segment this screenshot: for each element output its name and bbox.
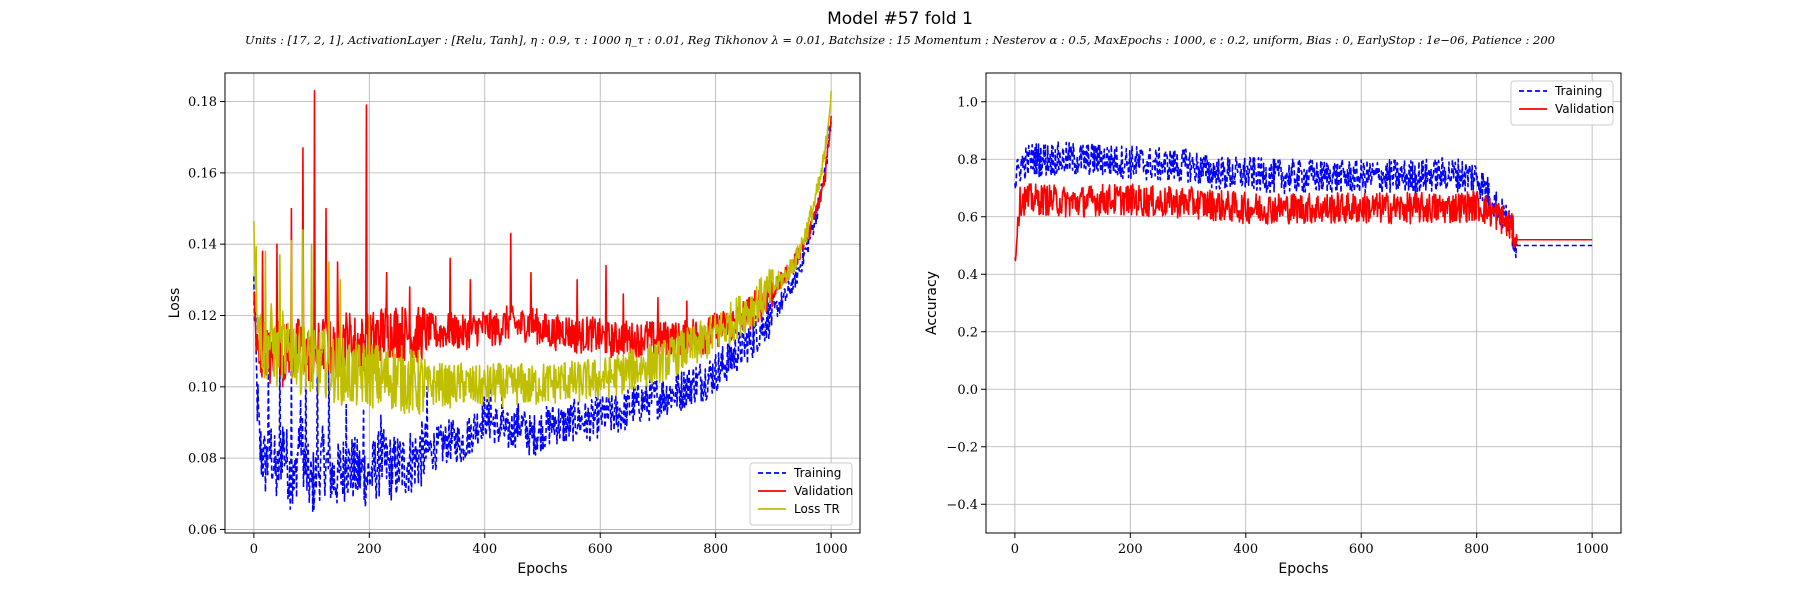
x-axis-label: Epochs [517, 561, 567, 577]
series-line-validation [1014, 183, 1593, 262]
series-group [253, 90, 832, 513]
y-tick-label: 0.06 [188, 523, 217, 538]
y-tick-label: 1.0 [957, 95, 978, 110]
legend-label: Validation [1555, 102, 1614, 116]
y-tick-label: 0.6 [957, 210, 978, 225]
y-tick-label: −0.2 [946, 440, 978, 455]
x-tick-label: 600 [588, 542, 613, 557]
grid [986, 73, 1621, 533]
y-axis-label: Loss [167, 288, 183, 319]
y-tick-label: 0.14 [188, 238, 217, 253]
legend: Training Validation Loss TR [749, 462, 853, 526]
y-axis-label: Accuracy [924, 271, 940, 335]
legend-label: Validation [794, 484, 853, 498]
x-tick-label: 600 [1349, 542, 1374, 557]
x-tick-label: 400 [472, 542, 497, 557]
figure-subtitle: Units : [17, 2, 1], ActivationLayer : [R… [245, 33, 1555, 47]
legend: Training Validation [1510, 80, 1614, 126]
legend-label: Training [1554, 84, 1602, 98]
y-tick-label: 0.16 [188, 166, 217, 181]
x-tick-label: 200 [357, 542, 382, 557]
accuracy-plot: 0 200 400 600 800 1000 −0.4 −0.2 0.0 0.2 0.4 0.6 0.8… [924, 72, 1622, 577]
x-tick-label: 0 [250, 542, 258, 557]
loss-plot: 0 200 400 600 800 1000 0.06 0.08 0.10 0.12 0.14 0.1… [167, 72, 861, 577]
figure-title: Model #57 fold 1 [827, 9, 973, 29]
y-tick-label: 0.10 [188, 380, 217, 395]
series-group [1014, 141, 1593, 262]
legend-label: Training [793, 466, 841, 480]
plot-frame [224, 72, 861, 534]
series-line-loss-tr [253, 90, 832, 415]
x-tick-label: 1000 [815, 542, 848, 557]
x-tick-label: 400 [1233, 542, 1258, 557]
y-tick-label: 0.8 [957, 153, 978, 168]
series-line-training [253, 119, 832, 513]
y-tick-label: 0.18 [188, 95, 217, 110]
y-tick-label: 0.4 [957, 268, 978, 283]
x-tick-label: 800 [1464, 542, 1489, 557]
y-tick-label: 0.08 [188, 452, 217, 467]
x-tick-label: 0 [1011, 542, 1019, 557]
y-tick-label: 0.12 [188, 309, 217, 324]
plot-frame [985, 72, 1622, 534]
x-tick-label: 200 [1118, 542, 1143, 557]
x-tick-label: 1000 [1576, 542, 1609, 557]
y-tick-label: 0.2 [957, 325, 978, 340]
x-axis-label: Epochs [1278, 561, 1328, 577]
y-tick-label: 0.0 [957, 383, 978, 398]
legend-box [1510, 80, 1614, 126]
legend-label: Loss TR [794, 502, 840, 516]
x-tick-label: 800 [703, 542, 728, 557]
series-line-training [1014, 141, 1593, 259]
y-tick-label: −0.4 [946, 498, 978, 513]
